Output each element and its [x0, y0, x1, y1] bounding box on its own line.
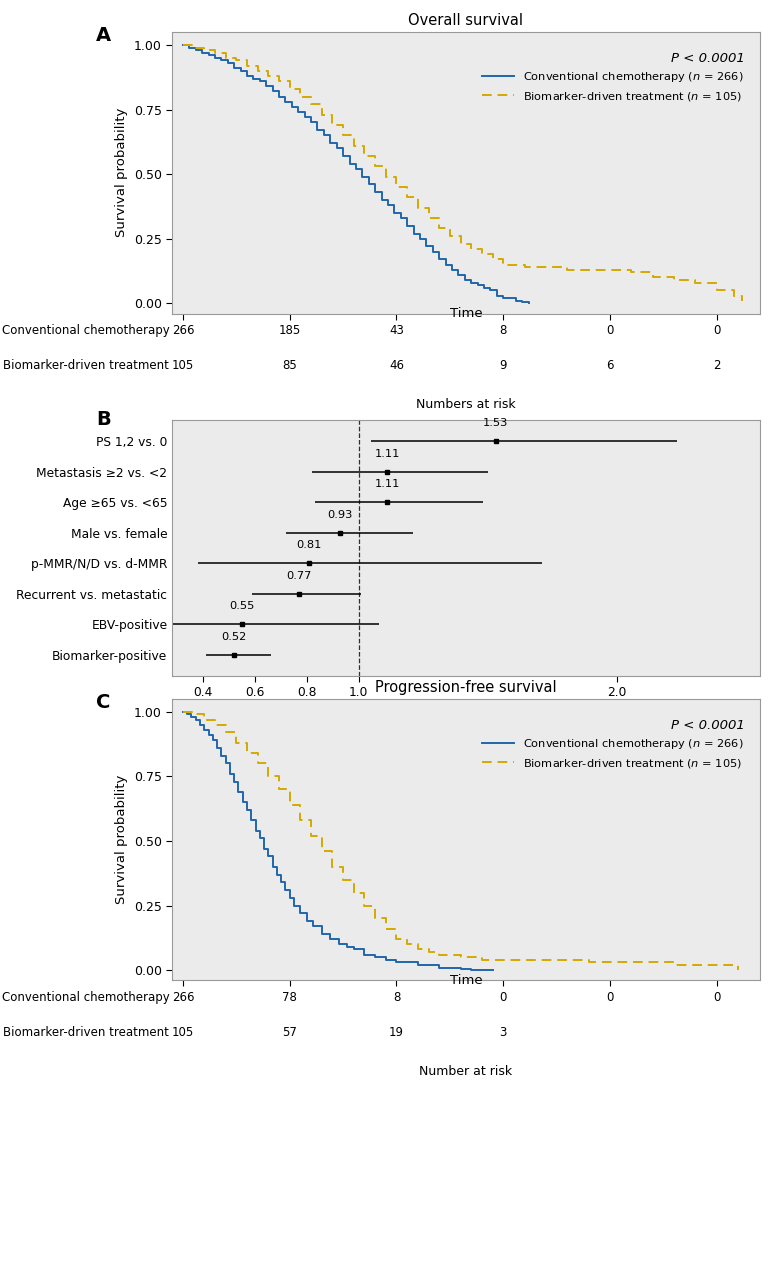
Text: 2: 2	[713, 358, 720, 371]
Text: 1.53: 1.53	[483, 419, 508, 429]
Text: 85: 85	[283, 358, 297, 371]
Text: C: C	[96, 694, 110, 712]
Text: 105: 105	[171, 1025, 194, 1038]
Text: 0: 0	[606, 324, 614, 337]
Text: 78: 78	[283, 991, 297, 1004]
Text: Numbers at risk: Numbers at risk	[416, 398, 516, 411]
Text: 0.52: 0.52	[222, 632, 247, 641]
Text: B: B	[96, 410, 110, 429]
Title: Overall survival: Overall survival	[409, 13, 523, 28]
Text: 185: 185	[279, 324, 301, 337]
Text: Time: Time	[449, 974, 482, 987]
Y-axis label: Survival probability: Survival probability	[115, 108, 128, 238]
Text: 3: 3	[500, 1025, 507, 1038]
Text: 1.11: 1.11	[374, 449, 399, 458]
Text: Conventional chemotherapy: Conventional chemotherapy	[2, 991, 169, 1004]
Text: 6: 6	[606, 358, 614, 371]
Y-axis label: Survival probability: Survival probability	[115, 774, 128, 905]
Text: P < 0.0001: P < 0.0001	[671, 51, 745, 65]
Text: 0: 0	[713, 991, 720, 1004]
Text: 105: 105	[171, 358, 194, 371]
Text: 19: 19	[389, 1025, 404, 1038]
Text: 1.11: 1.11	[374, 479, 399, 489]
Text: 57: 57	[283, 1025, 297, 1038]
Text: 0: 0	[713, 324, 720, 337]
Legend: Conventional chemotherapy ($n$ = 266), Biomarker-driven treatment ($n$ = 105): Conventional chemotherapy ($n$ = 266), B…	[478, 65, 748, 108]
Title: Progression-free survival: Progression-free survival	[375, 680, 557, 695]
Text: 0.81: 0.81	[297, 540, 322, 550]
Text: 0.77: 0.77	[287, 571, 312, 581]
Legend: Conventional chemotherapy ($n$ = 266), Biomarker-driven treatment ($n$ = 105): Conventional chemotherapy ($n$ = 266), B…	[478, 732, 748, 774]
Text: 46: 46	[389, 358, 404, 371]
Text: 0: 0	[606, 991, 614, 1004]
Text: Number at risk: Number at risk	[420, 1065, 512, 1078]
Text: 0: 0	[500, 991, 507, 1004]
Text: Biomarker-driven treatment: Biomarker-driven treatment	[3, 358, 169, 371]
Text: 266: 266	[171, 991, 194, 1004]
Text: 8: 8	[393, 991, 400, 1004]
Text: P < 0.0001: P < 0.0001	[671, 718, 745, 732]
Text: Conventional chemotherapy: Conventional chemotherapy	[2, 324, 169, 337]
Text: 0.93: 0.93	[328, 509, 353, 520]
Text: 9: 9	[500, 358, 507, 371]
Text: A: A	[96, 27, 111, 45]
Text: 43: 43	[389, 324, 404, 337]
Text: Time: Time	[449, 307, 482, 320]
Text: 266: 266	[171, 324, 194, 337]
Text: Biomarker-driven treatment: Biomarker-driven treatment	[3, 1025, 169, 1038]
Text: 8: 8	[500, 324, 507, 337]
Text: 0.55: 0.55	[229, 602, 254, 612]
